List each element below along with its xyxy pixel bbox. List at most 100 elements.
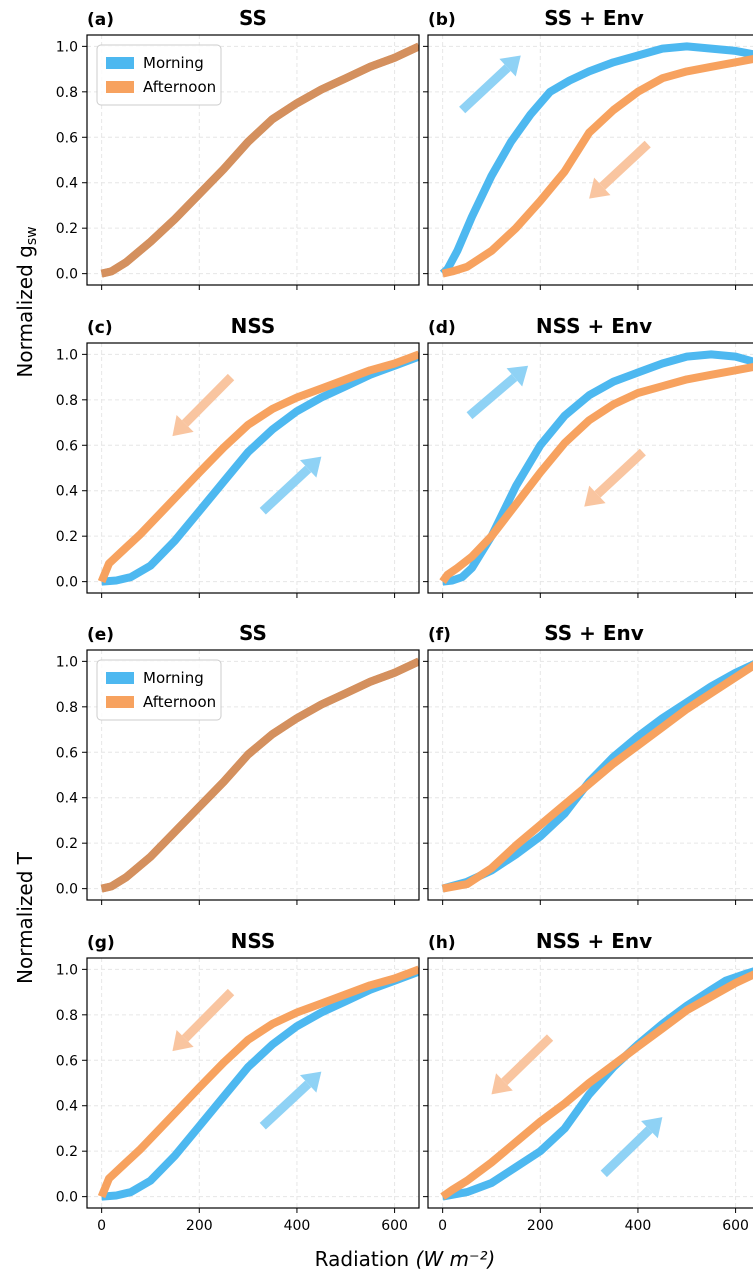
x-tick-label: 200 — [527, 1218, 554, 1234]
x-tick-label: 600 — [722, 1218, 749, 1234]
series-line-morning — [101, 352, 419, 586]
panel-title: NSS + Env — [536, 929, 652, 953]
y-tick-label: 0.6 — [56, 130, 78, 146]
series-line-afternoon — [100, 42, 419, 278]
legend: Morning Afternoon — [96, 659, 222, 721]
x-tick-label: 600 — [381, 1218, 408, 1234]
legend-swatch-morning — [106, 672, 134, 684]
plot-frame — [86, 342, 420, 594]
x-tick-label: 200 — [186, 1218, 213, 1234]
y-tick-label: 0.4 — [56, 791, 78, 807]
direction-arrow-afternoon — [181, 373, 235, 427]
series-line-afternoon — [97, 350, 419, 584]
panel-title: SS — [239, 621, 267, 645]
legend: Morning Afternoon — [96, 44, 222, 106]
plot-frame — [427, 342, 753, 594]
direction-arrowhead-afternoon — [589, 177, 611, 199]
x-tick-label: 400 — [284, 1218, 311, 1234]
legend-label-afternoon: Afternoon — [143, 693, 216, 711]
direction-arrow-afternoon — [501, 1034, 554, 1086]
y-tick-label: 1.0 — [56, 654, 78, 670]
direction-arrow-morning — [259, 1080, 312, 1130]
panel-label: (e) — [87, 625, 114, 645]
direction-arrowhead-morning — [300, 1071, 322, 1093]
panel-d: (d) NSS + Env — [423, 314, 753, 598]
y-tick-label: 1.0 — [56, 39, 78, 55]
y-axis-label-bottom: Normalized T — [13, 851, 37, 984]
y-tick-label: 1.0 — [56, 962, 78, 978]
series-line-afternoon — [97, 965, 419, 1199]
panel-a: 0.0 0.2 0.4 0.6 0.8 1.0 (a) SS Morning Afternoon — [56, 6, 420, 290]
y-tick-label: 0.4 — [56, 484, 78, 500]
y-tick-label: 0.2 — [56, 1144, 78, 1160]
direction-arrowhead-afternoon — [172, 1029, 194, 1052]
panel-title: SS — [239, 6, 267, 30]
panels-group: 0.0 0.2 0.4 0.6 0.8 1.0 (a) SS Morning Afternoon (… — [56, 6, 753, 1234]
direction-arrowhead-morning — [300, 456, 322, 478]
legend-swatch-afternoon — [106, 696, 134, 708]
panel-title: NSS — [231, 314, 276, 338]
legend-swatch-afternoon — [106, 81, 134, 93]
legend-swatch-morning — [106, 57, 134, 69]
plot-frame — [86, 649, 420, 901]
y-tick-label: 0.8 — [56, 1008, 78, 1024]
series-line-morning — [101, 967, 419, 1201]
panel-h: 0 200 400 600 (h) NSS + Env — [423, 929, 753, 1234]
panel-title: NSS — [231, 929, 276, 953]
plot-frame — [86, 957, 420, 1209]
direction-arrowhead-morning — [641, 1117, 663, 1139]
direction-arrowhead-afternoon — [172, 414, 194, 437]
direction-arrowhead-afternoon — [584, 485, 606, 507]
x-tick-label: 0 — [97, 1218, 106, 1234]
panel-e: 0.0 0.2 0.4 0.6 0.8 1.0 (e) SS Morning Afternoon — [56, 621, 420, 905]
y-tick-label: 0.8 — [56, 85, 78, 101]
y-tick-label: 0.2 — [56, 529, 78, 545]
y-tick-label: 0.0 — [56, 1190, 78, 1206]
direction-arrowhead-morning — [506, 365, 529, 387]
panel-label: (g) — [87, 933, 115, 953]
plot-frame — [427, 34, 753, 286]
panel-b: (b) SS + Env — [423, 6, 753, 290]
panel-f: (f) SS + Env — [423, 621, 753, 905]
y-tick-label: 0.4 — [56, 1099, 78, 1115]
plot-frame — [86, 34, 420, 286]
y-axis-label-top: Normalized gsw — [13, 226, 40, 377]
panel-title: SS + Env — [544, 6, 644, 30]
panel-label: (a) — [87, 10, 114, 30]
direction-arrow-afternoon — [599, 140, 651, 190]
direction-arrow-morning — [466, 373, 518, 420]
y-tick-label: 0.6 — [56, 745, 78, 761]
direction-arrow-afternoon — [594, 448, 646, 498]
series-line-afternoon — [440, 970, 753, 1200]
panel-c: 0.0 0.2 0.4 0.6 0.8 1.0 (c) NSS — [56, 314, 420, 598]
series-line-afternoon — [100, 657, 419, 893]
y-tick-label: 0.8 — [56, 700, 78, 716]
y-tick-label: 0.0 — [56, 575, 78, 591]
panel-label: (d) — [428, 318, 456, 338]
y-tick-label: 0.8 — [56, 393, 78, 409]
y-tick-label: 0.0 — [56, 267, 78, 283]
plot-frame — [427, 649, 753, 901]
direction-arrow-afternoon — [181, 988, 235, 1042]
y-tick-label: 0.6 — [56, 1053, 78, 1069]
panel-label: (f) — [428, 625, 451, 645]
series-line-morning — [442, 350, 753, 586]
panel-label: (b) — [428, 10, 456, 30]
direction-arrow-morning — [600, 1126, 653, 1178]
panel-title: SS + Env — [544, 621, 644, 645]
direction-arrow-morning — [459, 64, 511, 114]
series-line-afternoon — [439, 362, 753, 584]
panel-label: (c) — [87, 318, 113, 338]
panel-label: (h) — [428, 933, 456, 953]
panel-g: 0 200 400 600 0.0 0.2 0.4 0.6 0.8 1.0 (g) NSS — [56, 929, 420, 1234]
x-axis-label: Radiation (W m⁻²) — [315, 1247, 496, 1271]
x-tick-label: 400 — [625, 1218, 652, 1234]
series-line-morning — [439, 42, 753, 277]
y-tick-label: 0.6 — [56, 438, 78, 454]
y-tick-label: 0.4 — [56, 176, 78, 192]
direction-arrow-morning — [259, 465, 312, 515]
legend-label-morning: Morning — [143, 54, 204, 72]
x-tick-label: 0 — [438, 1218, 447, 1234]
series-line-afternoon — [441, 661, 753, 893]
direction-arrowhead-morning — [499, 55, 521, 77]
